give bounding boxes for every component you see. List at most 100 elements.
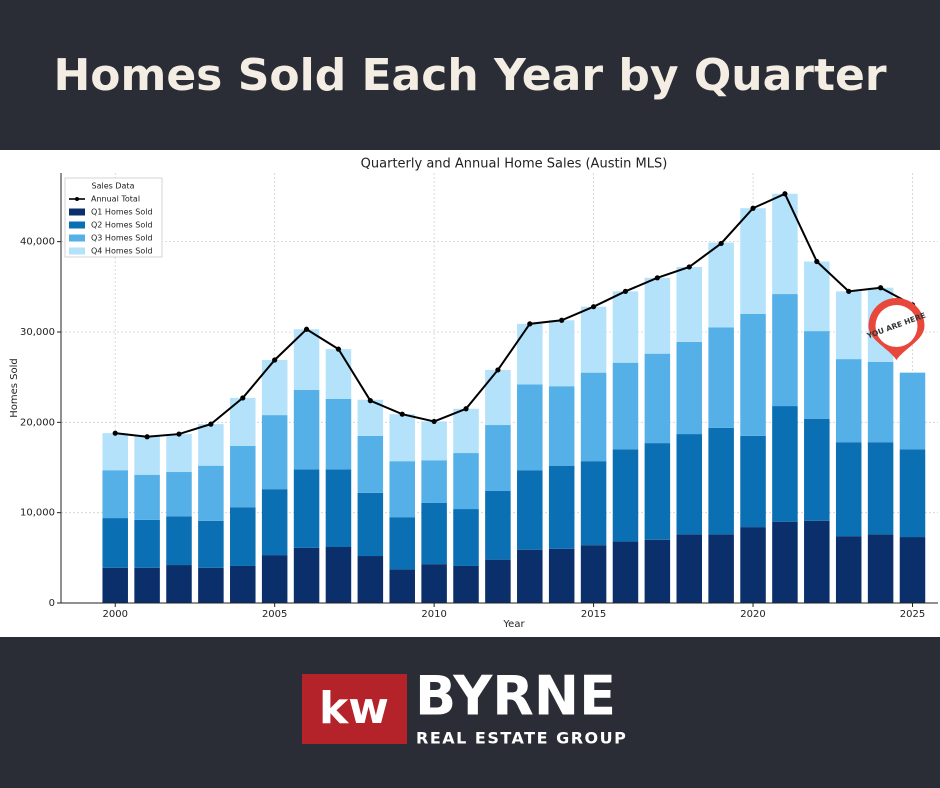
x-tick-label: 2020: [740, 609, 765, 620]
bar-segment: [198, 424, 224, 466]
total-point: [367, 398, 373, 404]
total-point: [590, 304, 597, 310]
bar-segment: [835, 291, 862, 360]
bar-segment: [325, 349, 352, 399]
x-tick-label: 2025: [900, 609, 925, 620]
bar-segment: [261, 359, 288, 416]
y-tick-label: 20,000: [20, 417, 55, 428]
bar-segment: [102, 433, 128, 471]
legend-swatch: [75, 197, 79, 201]
legend-label: Q2 Homes Sold: [91, 221, 153, 230]
bar-segment: [261, 489, 288, 556]
total-point: [176, 431, 182, 437]
total-point: [527, 321, 533, 327]
bar-segment: [357, 399, 384, 436]
header-band: [0, 0, 940, 150]
bar-segment: [485, 369, 511, 426]
bar-segment: [389, 569, 415, 603]
bar-segment: [644, 277, 671, 354]
bar-segment: [580, 306, 607, 373]
bar-segment: [548, 386, 575, 466]
y-tick-label: 30,000: [20, 327, 55, 338]
bar-segment: [835, 442, 862, 537]
bar-segment: [230, 565, 256, 603]
bar-segment: [517, 323, 543, 385]
bar-segment: [644, 353, 671, 444]
bar-segment: [772, 406, 798, 522]
pin-inner: [875, 305, 918, 347]
bar-segment: [134, 474, 160, 520]
bar-segment: [676, 266, 703, 342]
logo-mark: kw: [319, 683, 389, 734]
total-point: [399, 411, 405, 417]
bar-segment: [325, 398, 352, 470]
bar-segment: [772, 521, 798, 603]
total-point: [431, 418, 437, 425]
bar-segment: [644, 443, 671, 540]
bar-segment: [708, 242, 734, 328]
bar-segment: [676, 434, 703, 535]
bar-segment: [835, 536, 862, 603]
total-point: [622, 288, 629, 294]
bar-segment: [548, 320, 575, 387]
bar-segment: [134, 567, 160, 603]
x-tick-label: 2010: [421, 609, 446, 620]
bar-segment: [548, 465, 575, 549]
bar-segment: [612, 362, 639, 450]
total-point: [782, 191, 788, 197]
bar-segment: [453, 408, 479, 454]
y-tick-label: 0: [49, 598, 55, 609]
total-point: [814, 258, 820, 265]
bar-segment: [899, 372, 926, 450]
legend-title: Sales Data: [92, 182, 135, 191]
legend-label: Q4 Homes Sold: [91, 247, 153, 256]
brand-name: BYRNE: [415, 665, 616, 728]
bar-segment: [899, 449, 926, 538]
total-point: [335, 346, 342, 352]
bar-segment: [357, 492, 384, 557]
bar-segment: [134, 435, 160, 475]
y-tick-label: 10,000: [20, 508, 55, 519]
bar-segment: [548, 548, 575, 603]
bar-segment: [198, 520, 224, 568]
x-axis-label: Year: [502, 619, 525, 630]
bar-segment: [867, 361, 894, 443]
total-point: [718, 240, 724, 247]
bar-segment: [867, 442, 894, 535]
bar-segment: [580, 545, 607, 603]
page-title: Homes Sold Each Year by Quarter: [53, 50, 886, 101]
bar-segment: [102, 470, 128, 519]
bar-segment: [517, 384, 543, 471]
legend-swatch: [69, 234, 85, 242]
bar-segment: [485, 425, 511, 491]
bar-segment: [357, 556, 384, 603]
bar-segment: [835, 359, 862, 443]
bar-segment: [102, 518, 128, 568]
bar-segment: [676, 341, 703, 435]
bar-segment: [389, 517, 415, 570]
bar-segment: [740, 208, 766, 314]
total-point: [686, 264, 692, 270]
total-point: [559, 317, 565, 323]
bar-segment: [421, 564, 447, 603]
x-tick-label: 2005: [262, 609, 287, 620]
bar-segment: [804, 418, 830, 521]
bar-segment: [198, 465, 224, 521]
bar-segment: [612, 291, 639, 363]
bar-segment: [804, 520, 830, 603]
bar-segment: [485, 490, 511, 560]
bar-segment: [389, 414, 415, 462]
bar-segment: [772, 294, 798, 407]
legend-swatch: [69, 247, 85, 255]
x-tick-label: 2000: [102, 609, 127, 620]
bar-segment: [261, 415, 288, 490]
total-line: [115, 192, 913, 438]
bar-segment: [421, 502, 447, 565]
bar-segment: [230, 445, 256, 508]
bar-segment: [612, 541, 639, 603]
bar-segment: [421, 460, 447, 503]
total-point: [654, 275, 660, 281]
bar-segment: [453, 565, 479, 603]
total-point: [240, 395, 246, 401]
